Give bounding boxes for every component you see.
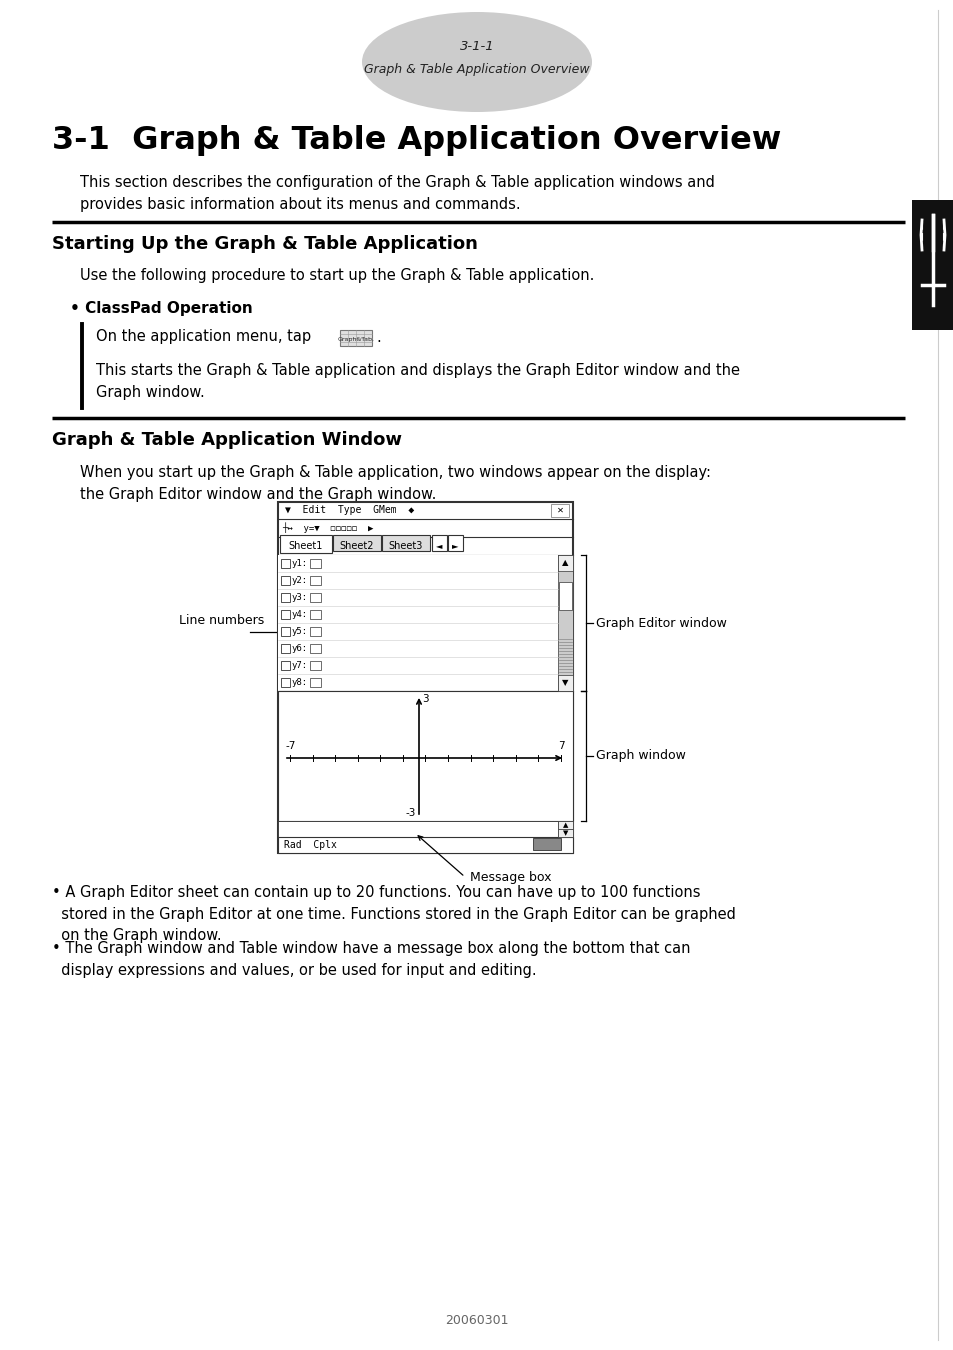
Bar bbox=[558, 675, 573, 691]
Text: ▼: ▼ bbox=[562, 830, 568, 836]
Text: 7: 7 bbox=[558, 741, 564, 751]
Bar bbox=[448, 535, 462, 551]
Text: -3: -3 bbox=[405, 809, 416, 818]
Bar bbox=[310, 559, 320, 568]
Text: ┼↔  y=▼  ◻◻◻◻◻  ▶: ┼↔ y=▼ ◻◻◻◻◻ ▶ bbox=[282, 522, 373, 533]
Text: y4:: y4: bbox=[292, 610, 308, 620]
Text: ▼: ▼ bbox=[561, 679, 568, 687]
Bar bbox=[310, 593, 320, 602]
Text: ✕: ✕ bbox=[556, 505, 563, 514]
Text: 20060301: 20060301 bbox=[445, 1314, 508, 1327]
Text: ▲: ▲ bbox=[561, 559, 568, 567]
Ellipse shape bbox=[361, 12, 592, 112]
Bar bbox=[558, 821, 573, 829]
Text: ►: ► bbox=[452, 541, 457, 551]
Text: y6:: y6: bbox=[292, 644, 308, 653]
Text: Line numbers: Line numbers bbox=[179, 614, 264, 628]
Text: On the application menu, tap: On the application menu, tap bbox=[96, 329, 311, 344]
Text: y7:: y7: bbox=[292, 662, 308, 670]
Bar bbox=[281, 626, 290, 636]
Bar bbox=[277, 837, 573, 853]
Text: 3: 3 bbox=[421, 694, 428, 703]
Text: Graph & Table Application Window: Graph & Table Application Window bbox=[52, 431, 401, 450]
Bar bbox=[339, 329, 372, 346]
Text: This section describes the configuration of the Graph & Table application window: This section describes the configuration… bbox=[80, 176, 714, 212]
Text: y2:: y2: bbox=[292, 576, 308, 585]
Bar bbox=[432, 535, 447, 551]
Text: • ClassPad Operation: • ClassPad Operation bbox=[70, 301, 253, 316]
Text: y5:: y5: bbox=[292, 626, 308, 636]
Bar bbox=[277, 502, 573, 853]
Bar bbox=[281, 593, 290, 602]
Text: ◄: ◄ bbox=[436, 541, 442, 551]
Text: Sheet2: Sheet2 bbox=[339, 541, 374, 551]
Bar bbox=[281, 559, 290, 568]
Bar bbox=[558, 555, 573, 571]
Text: 3-1-1: 3-1-1 bbox=[459, 40, 494, 54]
Text: y1:: y1: bbox=[292, 559, 308, 568]
Bar bbox=[310, 610, 320, 618]
Bar bbox=[281, 678, 290, 687]
Bar bbox=[911, 200, 953, 329]
Text: Use the following procedure to start up the Graph & Table application.: Use the following procedure to start up … bbox=[80, 269, 594, 284]
Bar bbox=[310, 660, 320, 670]
Bar bbox=[281, 610, 290, 618]
Text: Graph&Tab.: Graph&Tab. bbox=[337, 336, 375, 342]
Text: Starting Up the Graph & Table Application: Starting Up the Graph & Table Applicatio… bbox=[52, 235, 477, 252]
Text: ▼  Edit  Type  GMem  ◆: ▼ Edit Type GMem ◆ bbox=[285, 505, 414, 514]
Bar bbox=[310, 575, 320, 585]
Bar bbox=[310, 644, 320, 653]
Bar bbox=[558, 555, 573, 691]
Bar bbox=[277, 555, 558, 691]
Text: Sheet1: Sheet1 bbox=[289, 541, 323, 551]
Bar bbox=[533, 838, 560, 850]
Bar bbox=[558, 582, 572, 610]
Text: Rad  Cplx: Rad Cplx bbox=[284, 840, 336, 850]
Text: Message box: Message box bbox=[470, 871, 551, 883]
Text: Graph Editor window: Graph Editor window bbox=[596, 617, 726, 629]
Bar bbox=[551, 504, 568, 517]
Text: This starts the Graph & Table application and displays the Graph Editor window a: This starts the Graph & Table applicatio… bbox=[96, 363, 740, 400]
Text: y3:: y3: bbox=[292, 593, 308, 602]
Bar bbox=[280, 535, 332, 554]
Bar bbox=[277, 821, 558, 837]
Bar bbox=[333, 535, 380, 551]
Bar bbox=[281, 644, 290, 653]
Bar bbox=[281, 660, 290, 670]
Text: Graph & Table Application Overview: Graph & Table Application Overview bbox=[364, 63, 589, 77]
Bar bbox=[310, 626, 320, 636]
Bar bbox=[558, 829, 573, 837]
Text: y8:: y8: bbox=[292, 678, 308, 687]
Text: -7: -7 bbox=[286, 741, 296, 751]
Bar bbox=[277, 691, 573, 821]
Text: Sheet3: Sheet3 bbox=[389, 541, 423, 551]
Text: When you start up the Graph & Table application, two windows appear on the displ: When you start up the Graph & Table appl… bbox=[80, 464, 710, 502]
Text: 3-1  Graph & Table Application Overview: 3-1 Graph & Table Application Overview bbox=[52, 124, 781, 155]
Text: .: . bbox=[375, 329, 380, 344]
Bar bbox=[310, 678, 320, 687]
Text: ▲: ▲ bbox=[562, 822, 568, 828]
Bar bbox=[281, 575, 290, 585]
Bar bbox=[381, 535, 430, 551]
Text: Graph window: Graph window bbox=[596, 749, 685, 763]
Text: • The Graph window and Table window have a message box along the bottom that can: • The Graph window and Table window have… bbox=[52, 941, 690, 977]
Text: • A Graph Editor sheet can contain up to 20 functions. You can have up to 100 fu: • A Graph Editor sheet can contain up to… bbox=[52, 886, 735, 944]
